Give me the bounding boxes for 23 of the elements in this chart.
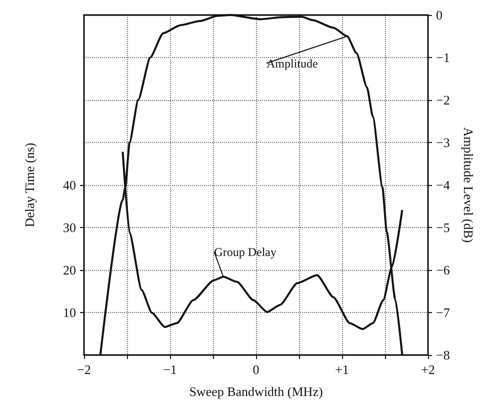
y2-tick-label: −5 bbox=[436, 220, 450, 235]
y2-tick-label: −4 bbox=[436, 178, 450, 192]
y2-tick-label: −1 bbox=[436, 50, 450, 65]
series-label: Group Delay bbox=[214, 244, 276, 259]
x-tick-label: +1 bbox=[335, 362, 349, 377]
y2-tick-label: −6 bbox=[436, 262, 450, 278]
x-tick-label: −1 bbox=[163, 362, 177, 377]
y2-tick-label: −3 bbox=[436, 135, 450, 150]
y2-tick-label: −7 bbox=[436, 305, 450, 320]
y-tick-label: 10 bbox=[63, 305, 76, 320]
x-tick-label: +2 bbox=[421, 362, 435, 377]
y-tick-label: 30 bbox=[63, 220, 76, 235]
text: Amplitude bbox=[266, 56, 318, 70]
x-tick-label: −2 bbox=[77, 362, 91, 377]
y-tick-label: 20 bbox=[63, 262, 76, 278]
y2-tick-label: 0 bbox=[436, 8, 442, 22]
y2-tick-label: −2 bbox=[436, 92, 450, 108]
y2-axis-title: Amplitude Level (dB) bbox=[461, 127, 476, 243]
x-tick-label: 0 bbox=[252, 362, 260, 377]
x-axis-title: Sweep Bandwidth (MHz) bbox=[189, 384, 323, 399]
y2-tick-label: −8 bbox=[436, 348, 450, 362]
y-tick-label: 40 bbox=[63, 178, 76, 192]
y-axis-title: Delay Time (ns) bbox=[22, 142, 37, 228]
